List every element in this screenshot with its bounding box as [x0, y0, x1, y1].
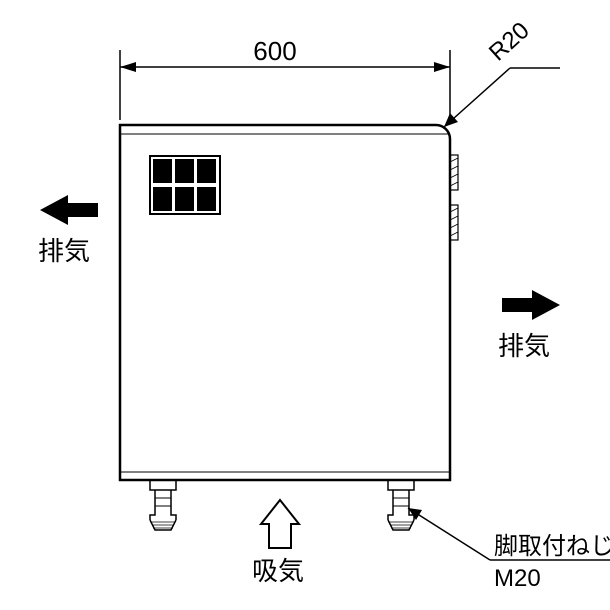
- leg-screw-size: M20: [494, 565, 541, 592]
- dim-arrow-left: [120, 62, 136, 72]
- exhaust-left-label: 排気: [38, 236, 90, 266]
- corner-radius-label: R20: [484, 17, 535, 67]
- dim-arrow-right: [434, 62, 450, 72]
- exhaust-left-arrow: [40, 195, 98, 225]
- radius-arrow: [444, 113, 458, 127]
- leg-right: [388, 480, 414, 530]
- vent-grid: [150, 156, 220, 214]
- technical-drawing: 600 R20: [0, 0, 610, 610]
- exhaust-right-label: 排気: [498, 331, 550, 361]
- leg-leader: [408, 508, 490, 560]
- exhaust-right-arrow: [502, 290, 560, 320]
- intake-label: 吸気: [252, 556, 304, 586]
- width-dimension: 600: [253, 36, 296, 66]
- leg-leader-arrow: [408, 508, 422, 520]
- intake-arrow: [261, 500, 299, 548]
- leg-screw-label: 脚取付ねじ: [494, 533, 610, 560]
- leg-left: [150, 480, 176, 530]
